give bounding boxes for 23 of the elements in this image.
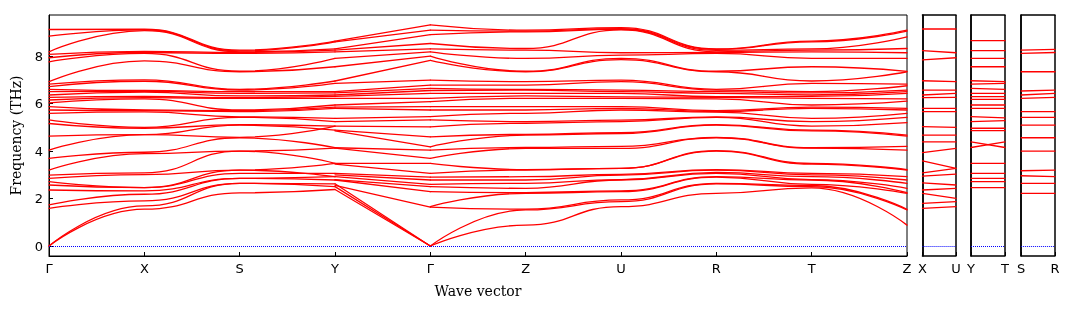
y-axis-title: Frequency (THz) — [8, 75, 24, 196]
x-tick-label: Y — [966, 261, 976, 276]
x-tick-label: Y — [330, 261, 340, 276]
x-tick-label: Z — [521, 261, 531, 276]
x-tick-label: R — [1050, 261, 1060, 276]
x-tick-label: X — [918, 261, 927, 276]
y-tick-label: 2 — [34, 191, 43, 207]
y-tick-label: 4 — [34, 143, 43, 159]
x-tick-label: U — [951, 261, 961, 276]
x-tick-label: T — [806, 261, 816, 276]
y-tick-label: 0 — [34, 238, 43, 254]
x-tick-label: R — [711, 261, 721, 276]
x-tick-label: Γ — [45, 261, 54, 276]
x-axis-title: Wave vector — [434, 283, 522, 299]
x-tick-label: S — [235, 261, 244, 276]
y-tick-label: 6 — [34, 96, 43, 112]
x-tick-label: Z — [902, 261, 912, 276]
x-tick-label: U — [616, 261, 626, 276]
x-tick-label: T — [1000, 261, 1010, 276]
y-tick-label: 8 — [34, 48, 43, 64]
x-tick-label: S — [1016, 261, 1026, 276]
x-tick-label: X — [139, 261, 149, 276]
x-tick-label: Γ — [426, 261, 435, 276]
